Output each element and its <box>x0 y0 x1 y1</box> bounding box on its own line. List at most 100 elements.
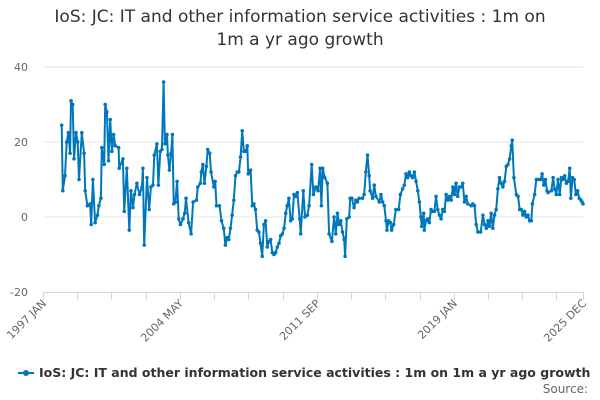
chart-title-line-1: IoS: JC: IT and other information servic… <box>54 7 546 27</box>
data-point <box>184 196 188 201</box>
data-point <box>199 170 204 174</box>
data-point <box>464 194 468 199</box>
data-point <box>516 194 520 199</box>
data-point <box>295 190 300 195</box>
data-point <box>540 172 544 176</box>
y-tick-label: 20 <box>14 136 28 149</box>
data-point <box>325 181 330 186</box>
y-tick-label: 0 <box>21 211 28 224</box>
data-point <box>574 192 578 197</box>
data-point <box>439 217 443 221</box>
data-point <box>484 226 489 231</box>
data-point <box>365 153 370 157</box>
legend-item[interactable]: IoS: JC: IT and other information servic… <box>18 365 590 380</box>
data-point <box>478 230 483 234</box>
data-point <box>298 232 303 236</box>
data-point <box>465 202 470 206</box>
data-point <box>541 183 546 187</box>
data-point <box>248 168 253 172</box>
data-point <box>337 222 341 227</box>
data-point <box>567 166 572 171</box>
data-point <box>460 181 465 186</box>
data-point <box>402 183 407 187</box>
data-point <box>340 230 345 234</box>
data-point <box>69 98 73 103</box>
data-point <box>258 241 263 246</box>
data-point <box>355 200 360 204</box>
data-point <box>91 177 95 182</box>
data-point <box>510 138 515 142</box>
data-point <box>85 203 90 208</box>
data-point <box>290 217 295 221</box>
data-point <box>103 102 107 107</box>
data-point <box>246 172 251 176</box>
data-point <box>217 203 222 208</box>
data-point <box>486 218 490 223</box>
data-point <box>367 173 372 178</box>
data-point <box>113 143 118 148</box>
data-point <box>175 179 179 184</box>
data-point <box>451 185 455 189</box>
data-point <box>327 232 331 236</box>
data-point <box>421 211 426 216</box>
data-point <box>273 250 278 255</box>
source-label: Source: <box>542 382 588 396</box>
data-point <box>283 211 288 216</box>
data-point <box>536 177 540 182</box>
data-point <box>546 190 550 195</box>
data-point <box>74 130 78 135</box>
y-tick-label: 40 <box>14 61 28 74</box>
data-point <box>221 226 226 231</box>
data-point <box>454 181 458 186</box>
data-point <box>446 198 450 202</box>
data-point <box>263 218 268 223</box>
data-point <box>186 220 191 225</box>
data-point <box>80 130 84 135</box>
data-point <box>88 202 92 206</box>
data-point <box>519 207 523 212</box>
data-point <box>204 164 209 169</box>
data-point <box>410 175 415 180</box>
data-point <box>481 213 485 217</box>
data-point <box>277 241 281 246</box>
data-point <box>368 188 372 193</box>
y-tick-label: -20 <box>10 286 28 299</box>
data-point <box>110 149 114 154</box>
data-point <box>538 177 543 182</box>
data-point <box>82 151 86 156</box>
data-point <box>213 179 217 184</box>
data-point <box>575 188 580 193</box>
data-point <box>543 177 548 182</box>
data-point <box>166 153 170 157</box>
data-point <box>374 194 378 199</box>
data-point <box>385 228 389 232</box>
data-point <box>131 205 135 210</box>
data-point <box>472 203 477 208</box>
data-point <box>419 215 423 219</box>
data-point <box>521 213 525 217</box>
data-point <box>322 175 327 180</box>
data-point <box>311 192 316 197</box>
data-point <box>502 179 507 184</box>
data-point <box>257 230 261 234</box>
data-point <box>432 209 437 214</box>
data-point <box>111 132 116 137</box>
data-point <box>435 207 440 212</box>
data-point <box>89 222 93 227</box>
data-point <box>102 162 107 167</box>
data-point <box>156 183 161 187</box>
data-point <box>437 213 442 217</box>
data-point <box>482 222 487 227</box>
data-point <box>280 232 285 236</box>
data-point <box>557 192 562 197</box>
data-point <box>319 203 324 208</box>
data-point <box>201 162 205 167</box>
data-point <box>173 200 178 204</box>
legend-line-marker-icon <box>18 368 34 378</box>
data-point <box>380 200 385 204</box>
data-point <box>419 224 424 229</box>
data-point <box>237 170 241 174</box>
data-point <box>152 153 157 157</box>
data-point <box>343 254 347 259</box>
data-point <box>396 207 401 212</box>
